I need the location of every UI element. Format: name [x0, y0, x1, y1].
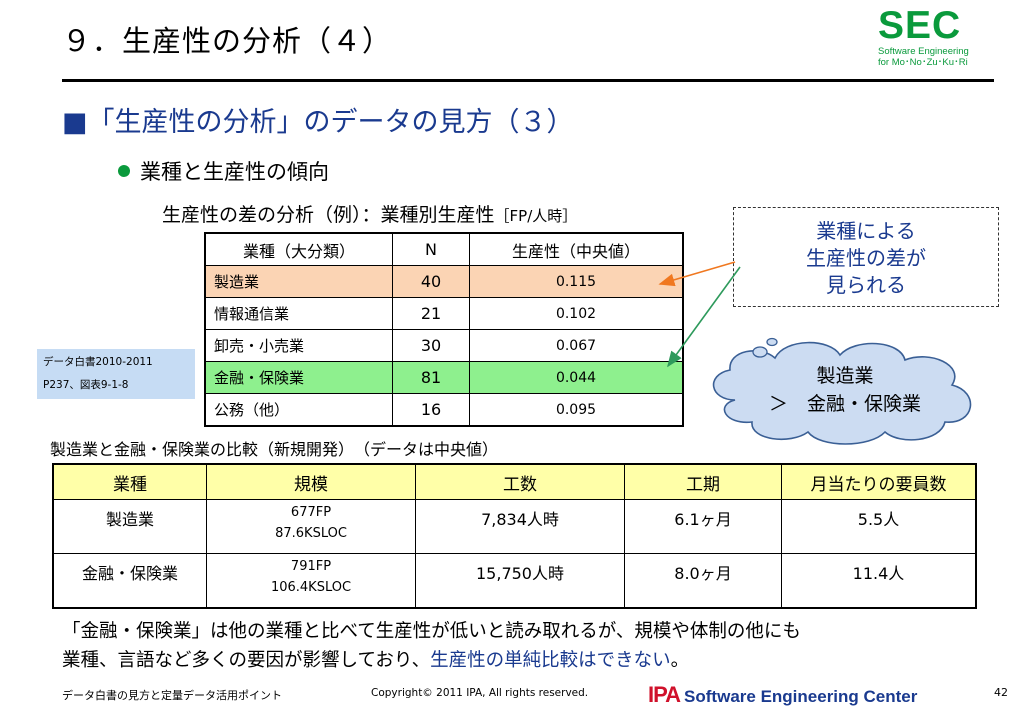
industry-cell: 情報通信業	[204, 297, 393, 330]
ipa-mark: IPA	[648, 682, 681, 707]
table-header-cell: 規模	[206, 463, 416, 500]
summary-line1: 「金融・保険業」は他の業種と比べて生産性が低いと読み取れるが、規模や体制の他にも	[62, 621, 801, 642]
scale-fp: 677FP	[290, 505, 332, 520]
productivity-cell: 0.095	[469, 393, 684, 427]
summary-line2-start: 業種、言語など多くの要因が影響しており、	[62, 650, 431, 671]
period-cell: 6.1ヶ月	[624, 499, 782, 554]
heading-text: 「生産性の分析」のデータの見方（３）	[87, 107, 574, 138]
count-cell: 40	[392, 265, 470, 298]
sec-logo-line1: Software Engineering	[878, 46, 969, 57]
arrow-to-finance	[667, 266, 741, 368]
bullet-text: 業種と生産性の傾向	[140, 160, 329, 184]
table-header-cell: N	[392, 232, 470, 266]
scale-cell: 791FP 106.4KSLOC	[206, 553, 416, 609]
footer-copyright: Copyright© 2011 IPA, All rights reserved…	[371, 687, 589, 699]
cloud-line2: ＞ 金融・保険業	[768, 393, 921, 415]
callout-line1: 業種による	[816, 219, 916, 243]
industry-cell: 公務（他）	[204, 393, 393, 427]
ipa-logo: IPA Software Engineering Center	[648, 682, 917, 708]
count-cell: 30	[392, 329, 470, 362]
callout-box: 業種による 生産性の差が 見られる	[733, 207, 999, 307]
callout-line3: 見られる	[826, 273, 906, 297]
comparison-table: 業種 規模 工数 工期 月当たりの要員数 製造業 677FP 87.6KSLOC…	[52, 463, 977, 609]
slide-title: ９．生産性の分析（４）	[62, 24, 393, 58]
table-header-cell: 業種	[52, 463, 207, 500]
sec-logo-main: SEC	[878, 4, 962, 47]
scale-cell: 677FP 87.6KSLOC	[206, 499, 416, 554]
table-row: 製造業 40 0.115	[204, 265, 684, 298]
staff-cell: 11.4人	[781, 553, 977, 609]
summary-line2-end: 。	[670, 650, 690, 671]
industry-productivity-table: 業種（大分類） N 生産性（中央値） 製造業 40 0.115 情報通信業 21…	[204, 232, 684, 427]
industry-cell: 製造業	[52, 499, 207, 554]
bullet-dot-icon	[118, 165, 130, 177]
table1-caption: 生産性の差の分析（例）：業種別生産性［FP/人時］	[162, 200, 577, 227]
callout-line2: 生産性の差が	[806, 246, 926, 270]
bullet-item: 業種と生産性の傾向	[118, 156, 329, 186]
table-header-row: 業種（大分類） N 生産性（中央値）	[204, 232, 684, 266]
summary-highlight: 生産性の単純比較はできない	[430, 650, 671, 671]
productivity-cell: 0.115	[469, 265, 684, 298]
industry-cell: 卸売・小売業	[204, 329, 393, 362]
table-row: 金融・保険業 81 0.044	[204, 361, 684, 394]
effort-cell: 7,834人時	[415, 499, 625, 554]
table2-caption: 製造業と金融・保険業の比較（新規開発） （データは中央値）	[50, 440, 499, 459]
table-row: 金融・保険業 791FP 106.4KSLOC 15,750人時 8.0ヶ月 1…	[52, 553, 977, 609]
table-header-row: 業種 規模 工数 工期 月当たりの要員数	[52, 463, 977, 500]
table-row: 製造業 677FP 87.6KSLOC 7,834人時 6.1ヶ月 5.5人	[52, 499, 977, 554]
sec-logo-line2: for Mo･No･Zu･Ku･Ri	[878, 57, 968, 68]
productivity-cell: 0.044	[469, 361, 684, 394]
table-header-cell: 工数	[415, 463, 625, 500]
ipa-org-name: Software Engineering Center	[684, 687, 918, 706]
table-header-cell: 月当たりの要員数	[781, 463, 977, 500]
cloud-line1: 製造業	[816, 365, 874, 387]
count-cell: 21	[392, 297, 470, 330]
source-note-line1: データ白書2010-2011	[43, 356, 153, 368]
industry-cell: 製造業	[204, 265, 393, 298]
heading-square-icon: ■	[62, 107, 88, 138]
industry-cell: 金融・保険業	[204, 361, 393, 394]
thought-cloud	[712, 337, 972, 445]
cloud-text: 製造業 ＞ 金融・保険業	[745, 362, 945, 418]
scale-fp: 791FP	[290, 559, 332, 574]
scale-ksloc: 106.4KSLOC	[270, 580, 352, 595]
table1-caption-unit: ［FP/人時］	[494, 207, 578, 225]
staff-cell: 5.5人	[781, 499, 977, 554]
table-row: 公務（他） 16 0.095	[204, 393, 684, 427]
summary-text: 「金融・保険業」は他の業種と比べて生産性が低いと読み取れるが、規模や体制の他にも…	[62, 617, 982, 675]
period-cell: 8.0ヶ月	[624, 553, 782, 609]
title-divider	[62, 79, 994, 82]
scale-ksloc: 87.6KSLOC	[275, 526, 347, 541]
summary-line2: 業種、言語など多くの要因が影響しており、生産性の単純比較はできない。	[62, 646, 982, 675]
page-number: 42	[994, 686, 1008, 699]
footer-title: データ白書の見方と定量データ活用ポイント	[62, 689, 282, 702]
productivity-cell: 0.102	[469, 297, 684, 330]
table-header-cell: 工期	[624, 463, 782, 500]
count-cell: 81	[392, 361, 470, 394]
source-note-line2: P237、図表9-1-8	[43, 379, 129, 391]
section-heading: ■「生産性の分析」のデータの見方（３）	[62, 100, 574, 139]
sec-logo: SEC Software Engineering for Mo･No･Zu･Ku…	[878, 4, 988, 69]
productivity-cell: 0.067	[469, 329, 684, 362]
table1-caption-text: 生産性の差の分析（例）：業種別生産性	[162, 204, 495, 226]
table-row: 卸売・小売業 30 0.067	[204, 329, 684, 362]
sec-logo-tagline: Software Engineering for Mo･No･Zu･Ku･Ri	[878, 46, 988, 68]
industry-cell: 金融・保険業	[52, 553, 207, 609]
table-row: 情報通信業 21 0.102	[204, 297, 684, 330]
effort-cell: 15,750人時	[415, 553, 625, 609]
count-cell: 16	[392, 393, 470, 427]
arrow-to-manufacturing	[658, 261, 736, 287]
source-note: データ白書2010-2011 P237、図表9-1-8	[37, 349, 195, 399]
table-header-cell: 生産性（中央値）	[469, 232, 684, 266]
